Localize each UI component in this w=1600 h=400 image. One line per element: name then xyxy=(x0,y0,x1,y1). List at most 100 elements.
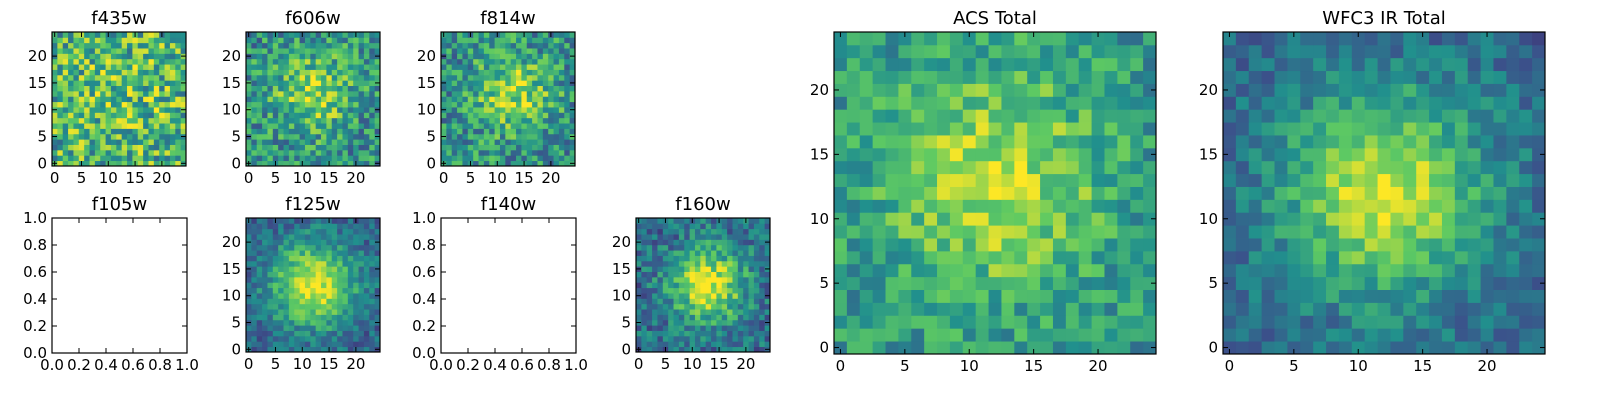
heatmap-cell xyxy=(1001,263,1015,278)
heatmap-cell xyxy=(73,90,80,97)
heatmap-cell xyxy=(337,144,343,151)
heatmap-cell xyxy=(743,255,749,262)
heatmap-cell xyxy=(1441,289,1456,303)
heatmap-cell xyxy=(911,135,925,149)
heatmap-cell xyxy=(1040,276,1054,290)
heatmap-cell xyxy=(1416,315,1430,329)
heatmap-cell xyxy=(278,330,284,337)
heatmap-cell xyxy=(727,303,733,310)
heatmap-cell xyxy=(299,271,306,278)
heatmap-cell xyxy=(1351,263,1366,278)
heatmap-cell xyxy=(283,239,290,246)
heatmap-cell xyxy=(1493,122,1507,136)
heatmap-cell xyxy=(169,144,176,151)
heatmap-cell xyxy=(1338,199,1353,213)
heatmap-cell xyxy=(353,139,359,145)
x-tick-label: 20 xyxy=(346,355,365,373)
x-tick-label: 0 xyxy=(634,355,644,373)
heatmap-cell xyxy=(1519,225,1533,239)
heatmap-cell xyxy=(1104,135,1118,149)
heatmap-cell xyxy=(457,107,463,113)
heatmap-cell xyxy=(1416,135,1430,149)
heatmap-cell xyxy=(342,74,349,81)
heatmap-cell xyxy=(272,112,279,119)
heatmap-cell xyxy=(975,212,989,226)
heatmap-cell xyxy=(374,32,381,38)
heatmap-cell xyxy=(569,101,576,108)
heatmap-cell xyxy=(342,335,349,342)
heatmap-cell xyxy=(84,90,90,97)
heatmap-cell xyxy=(272,53,279,60)
heatmap-cell xyxy=(753,239,760,246)
heatmap-cell xyxy=(278,144,284,151)
heatmap-cell xyxy=(564,32,571,38)
heatmap-cell xyxy=(137,42,144,49)
heatmap-cell xyxy=(743,325,749,331)
heatmap-cell xyxy=(342,149,349,156)
x-tick-label: 10 xyxy=(293,355,312,373)
heatmap-cell xyxy=(84,128,90,135)
heatmap-cell xyxy=(1338,186,1353,200)
heatmap-cell xyxy=(924,70,938,84)
heatmap-cell xyxy=(1506,225,1520,239)
heatmap-cell xyxy=(872,250,886,265)
heatmap-cell xyxy=(52,155,58,162)
heatmap-cell xyxy=(694,325,701,331)
heatmap-cell xyxy=(641,244,648,251)
heatmap-cell xyxy=(1130,122,1144,136)
heatmap-cell xyxy=(148,74,155,81)
heatmap-cell xyxy=(499,112,506,119)
heatmap-cell xyxy=(1261,289,1275,303)
heatmap-cell xyxy=(846,289,861,303)
heatmap-cell xyxy=(121,90,128,97)
heatmap-cell xyxy=(256,58,263,65)
heatmap-cell xyxy=(304,228,311,235)
heatmap-cell xyxy=(494,123,501,129)
heatmap-cell xyxy=(505,32,512,38)
heatmap-cell xyxy=(57,139,64,145)
heatmap-cell xyxy=(721,271,728,278)
heatmap-cell xyxy=(1065,109,1080,123)
heatmap-cell xyxy=(743,314,749,321)
heatmap-cell xyxy=(898,263,912,278)
heatmap-cell xyxy=(262,64,268,70)
heatmap-cell xyxy=(1287,44,1301,59)
heatmap-cell xyxy=(369,303,376,310)
heatmap-cell xyxy=(721,298,728,305)
heatmap-cell xyxy=(363,48,370,54)
heatmap-cell xyxy=(716,250,723,256)
heatmap-cell xyxy=(548,48,554,54)
heatmap-cell xyxy=(342,218,349,224)
heatmap-cell xyxy=(1441,238,1456,252)
heatmap-cell xyxy=(304,85,311,92)
heatmap-cell xyxy=(1441,122,1456,136)
heatmap-cell xyxy=(294,244,300,251)
heatmap-cell xyxy=(1390,302,1404,316)
x-tick-label: 5 xyxy=(77,169,87,187)
heatmap-cell xyxy=(89,64,96,70)
heatmap-cell xyxy=(342,309,349,315)
heatmap-cell xyxy=(1364,96,1378,110)
heatmap-cell xyxy=(1326,263,1340,278)
heatmap-cell xyxy=(516,112,522,119)
heatmap-cell xyxy=(1364,225,1378,239)
heatmap-cell xyxy=(315,346,322,353)
heatmap-cell xyxy=(342,160,349,167)
heatmap-cell xyxy=(353,255,359,262)
heatmap-cell xyxy=(657,223,664,230)
heatmap-cell xyxy=(262,250,268,256)
heatmap-cell xyxy=(1027,173,1041,187)
heatmap-cell xyxy=(641,234,648,240)
heatmap-cell xyxy=(489,32,495,38)
heatmap-cell xyxy=(1065,302,1080,316)
heatmap-cell xyxy=(1454,341,1469,355)
heatmap-cell xyxy=(1338,225,1353,239)
heatmap-cell xyxy=(537,64,544,70)
heatmap-cell xyxy=(267,303,274,310)
heatmap-cell xyxy=(1351,276,1366,290)
heatmap-cell xyxy=(1454,147,1469,162)
heatmap-cell xyxy=(110,128,117,135)
heatmap-cell xyxy=(267,293,274,299)
heatmap-cell xyxy=(321,69,327,76)
heatmap-cell xyxy=(705,303,712,310)
